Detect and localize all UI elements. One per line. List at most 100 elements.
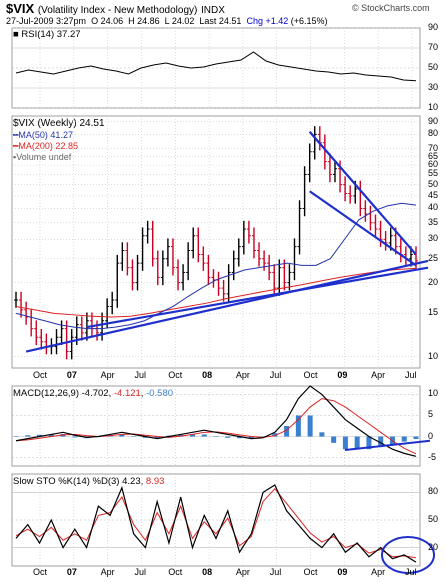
macd-hist-bar	[48, 434, 54, 437]
macd-hist-bar	[201, 434, 207, 437]
macd-hist-bar	[13, 436, 19, 438]
sto-k-value: 4.23	[122, 476, 141, 487]
sto-xtick: Apr	[371, 567, 386, 577]
trendline	[86, 266, 429, 329]
macd-hist-bar	[189, 434, 195, 437]
price-xtick: Oct	[33, 370, 48, 380]
trendline	[308, 131, 417, 256]
sto-xtick: 07	[66, 567, 77, 577]
macd-hist-value: -0.580	[146, 388, 174, 399]
macd-hist-bar	[248, 436, 254, 439]
quote-low: L 24.02	[164, 16, 195, 26]
price-frame	[11, 115, 421, 369]
trendline	[309, 190, 417, 267]
rsi-label-text: RSI(14) 37.27	[21, 29, 81, 40]
price-ytick: 10	[428, 350, 439, 361]
price-xtick: 08	[202, 370, 213, 380]
sto-xtick: Oct	[303, 567, 318, 577]
rsi-ytick: 30	[428, 82, 439, 92]
macd-ytick: 0	[428, 430, 434, 441]
macd-hist-bar	[225, 436, 231, 438]
macd-ytick: 5	[428, 409, 434, 420]
price-xtick: Apr	[235, 370, 250, 380]
sto-xtick: 08	[202, 567, 213, 577]
macd-hist-bar	[354, 436, 360, 450]
macd-hist-bar	[25, 435, 31, 437]
quote-open: O 24.06	[91, 16, 124, 26]
macd-hist-bar	[295, 415, 301, 437]
macd-label-text: MACD(12,26,9)	[13, 388, 79, 399]
sto-xtick: Jul	[269, 567, 282, 577]
macd-hist-bar	[413, 436, 419, 439]
legend-ma200-text: MA(200) 22.85	[18, 141, 78, 151]
macd-ytick: 10	[428, 388, 439, 399]
macd-hist-bar	[378, 436, 384, 448]
legend-volume-text: Volume undef	[16, 152, 72, 162]
brand-watermark: © StockCharts.com	[352, 3, 430, 13]
macd-hist-bar	[331, 436, 337, 443]
price-ytick: 90	[428, 115, 439, 126]
exchange: INDX	[200, 5, 225, 16]
rsi-ytick: 90	[428, 22, 439, 32]
ma50-line	[15, 202, 417, 330]
rsi-label: ■ RSI(14) 37.27	[13, 29, 81, 40]
macd-hist-bar	[119, 434, 125, 437]
symbol-name: (Volatility Index - New Methodology)	[37, 5, 198, 16]
sto-xtick: Oct	[33, 567, 48, 577]
macd-hist-bar	[154, 436, 160, 439]
macd-hist-bar	[237, 436, 243, 439]
sto-xtick: Oct	[168, 567, 183, 577]
sto-circle-annotation	[381, 535, 435, 574]
macd-line	[15, 385, 417, 457]
rsi-ytick: 70	[428, 42, 439, 52]
legend-ma50: ━MA(50) 41.27	[13, 130, 73, 140]
quote-high: H 24.86	[128, 16, 160, 26]
macd-hist-bar	[272, 433, 278, 437]
macd-hist-bar	[72, 436, 78, 438]
price-ytick: 65	[428, 150, 439, 161]
macd-hist-bar	[342, 436, 348, 450]
sto-xtick: Apr	[235, 567, 250, 577]
price-ytick: 20	[428, 276, 439, 287]
sto-xtick: Apr	[100, 567, 115, 577]
trendline	[25, 259, 429, 353]
sto-label: Slow STO %K(14) %D(3) 4.23, 8.93	[13, 476, 165, 487]
price-ytick: 50	[428, 178, 439, 189]
rsi-line	[15, 51, 417, 82]
macd-trendline	[344, 439, 431, 451]
price-ytick: 70	[428, 142, 439, 153]
price-xtick: Jul	[269, 370, 282, 380]
price-ytick: 80	[428, 128, 439, 139]
sto-d-value: 8.93	[145, 476, 165, 487]
legend-ma200: ━MA(200) 22.85	[13, 141, 78, 151]
rsi-ytick: 10	[428, 102, 439, 112]
macd-frame	[11, 385, 421, 467]
price-ytick: 55	[428, 168, 439, 179]
sto-ytick: 50	[428, 514, 439, 524]
sto-xtick: Jul	[405, 567, 417, 577]
sto-xtick: 09	[337, 567, 348, 577]
symbol: $VIX	[6, 1, 35, 16]
price-xtick: Jul	[405, 370, 417, 380]
quote-last: Last 24.51	[199, 16, 242, 26]
ma200-line	[15, 267, 417, 318]
price-xtick: Apr	[100, 370, 115, 380]
price-ytick: 60	[428, 159, 439, 170]
macd-hist-bar	[307, 415, 313, 437]
macd-hist-bar	[401, 436, 407, 442]
macd-label: MACD(12,26,9) -4.702, -4.121, -0.580	[13, 388, 174, 399]
sto-xtick: Jul	[134, 567, 146, 577]
sto-ytick: 80	[428, 486, 439, 497]
price-ytick: 35	[428, 216, 439, 227]
legend-ma50-text: MA(50) 41.27	[18, 130, 73, 140]
price-xtick: 07	[66, 370, 77, 380]
quote-change-pct: (+6.15%)	[290, 16, 328, 26]
macd-hist-bar	[366, 436, 372, 450]
macd-value: -4.702	[81, 388, 109, 399]
sto-ytick: 20	[428, 541, 439, 552]
macd-signal-value: -4.121	[113, 388, 141, 399]
price-xtick: 09	[337, 370, 348, 380]
price-ytick: 15	[428, 307, 439, 318]
macd-hist-bar	[142, 436, 148, 438]
